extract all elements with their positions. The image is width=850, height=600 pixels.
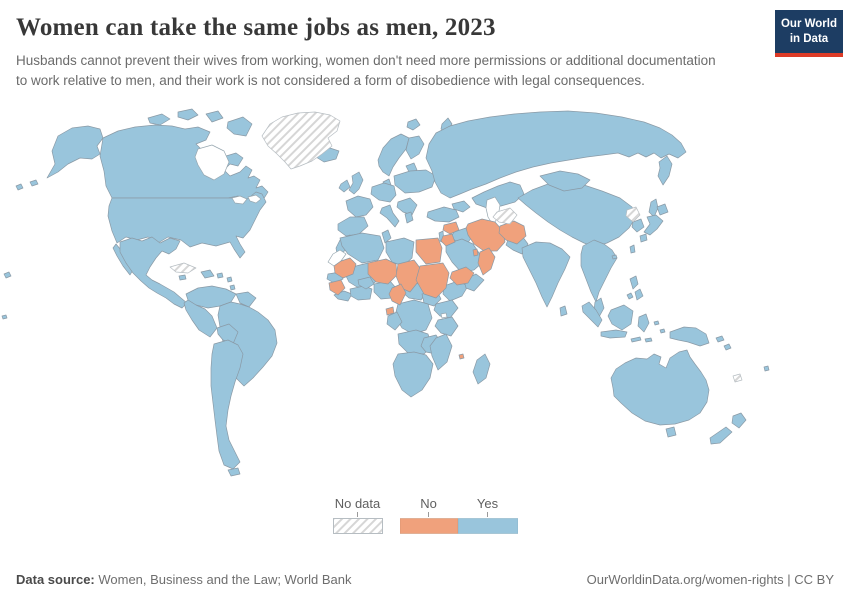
world-choropleth-map[interactable] [0,94,850,494]
owid-logo-line1: Our World [780,18,837,30]
legend-pair-no-yes: No Yes [399,495,518,534]
legend-item-no[interactable]: No [399,495,458,534]
attribution-link[interactable]: OurWorldinData.org/women-rights | CC BY [586,572,834,587]
legend-item-yes[interactable]: Yes [457,495,518,534]
legend-label-no: No [420,495,437,511]
legend-label-yes: Yes [476,495,499,511]
legend-swatch-yes [457,517,518,534]
countries-no[interactable] [328,218,527,359]
legend-item-no-data[interactable]: No data [332,495,383,534]
data-source-label: Data source: [16,572,95,587]
chart-subtitle: Husbands cannot prevent their wives from… [16,53,716,89]
data-source: Data source: Women, Business and the Law… [16,572,352,587]
countries-yes[interactable] [1,108,770,476]
legend-swatch-no-data [332,517,383,534]
legend-tick [357,511,358,517]
chart-header: Women can take the same jobs as men, 202… [0,0,850,92]
owid-logo-line2: in Data [789,32,829,45]
owid-logo[interactable]: Our World in Data [775,10,843,57]
countries-no-data[interactable] [169,111,743,382]
legend-tick [487,511,488,517]
chart-footer: Data source: Women, Business and the Law… [16,572,834,587]
data-source-value: Women, Business and the Law; World Bank [94,572,352,587]
map-legend: No data No Yes [0,496,850,534]
legend-tick [428,511,429,517]
legend-label-no-data: No data [334,495,381,511]
legend-swatch-no [399,517,458,534]
page-title: Women can take the same jobs as men, 202… [16,14,496,41]
world-map-container [0,94,850,494]
